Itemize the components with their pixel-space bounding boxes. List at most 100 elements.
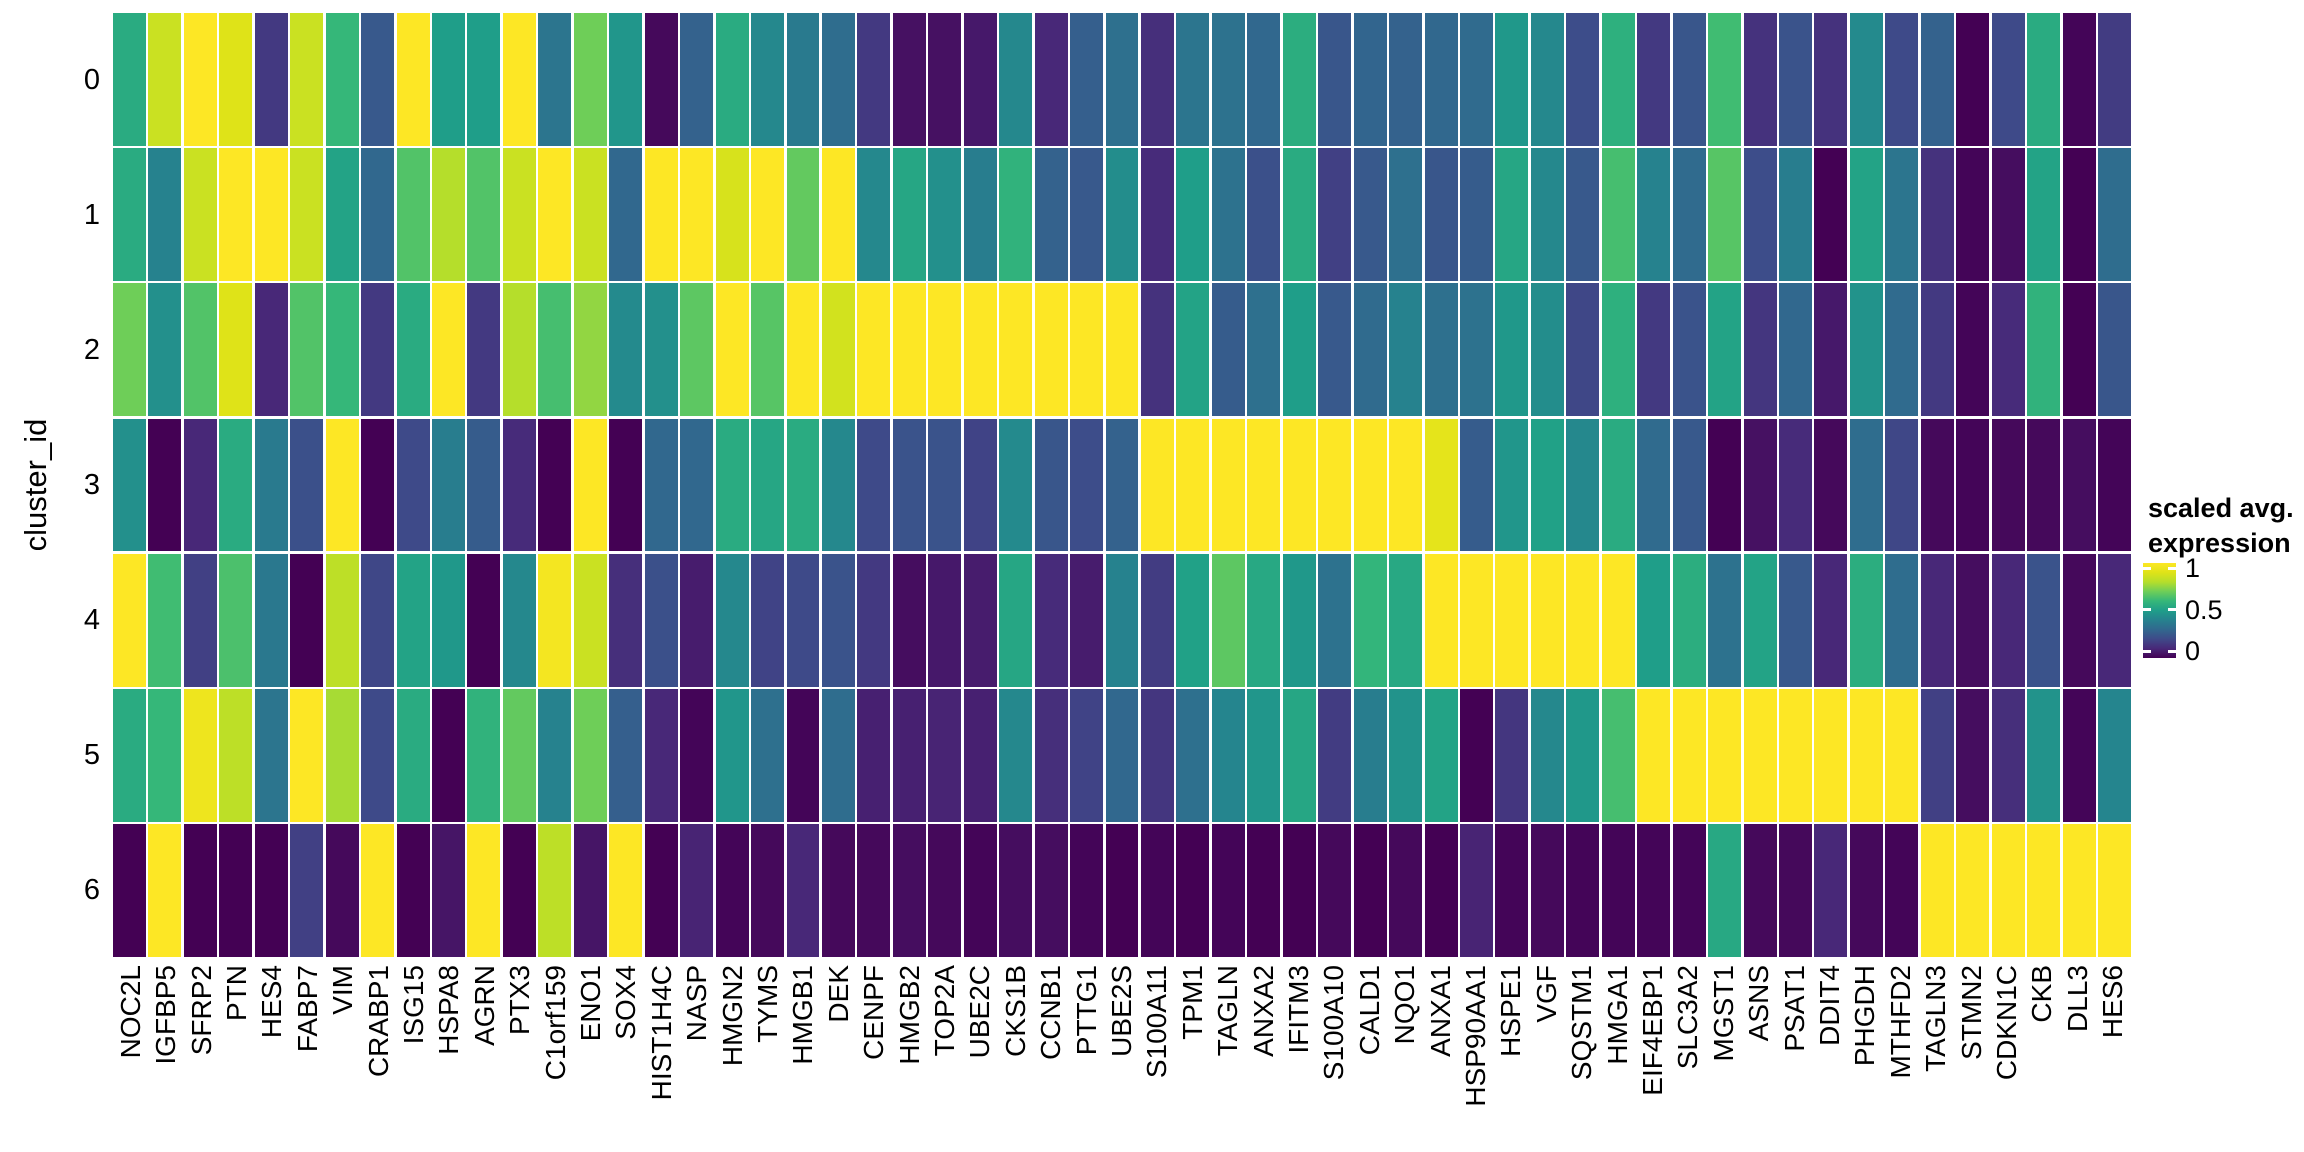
heatmap-cell — [254, 13, 288, 146]
heatmap-cell — [538, 824, 572, 957]
heatmap-cell — [573, 418, 607, 552]
heatmap-cell — [1779, 283, 1812, 417]
heatmap-cell — [1211, 283, 1245, 417]
heatmap-cell — [1708, 418, 1742, 552]
heatmap-cell — [1708, 689, 1742, 822]
heatmap-cell — [1849, 824, 1883, 957]
heatmap-cell — [1282, 418, 1316, 552]
x-tick-label: PTX3 — [504, 965, 536, 1036]
heatmap-cell — [573, 148, 607, 281]
heatmap-cell — [1176, 283, 1210, 417]
heatmap-cell — [1920, 553, 1954, 687]
heatmap-cell — [999, 148, 1033, 281]
heatmap-cell — [1743, 148, 1777, 281]
heatmap-cell — [1211, 418, 1245, 552]
heatmap-cell — [1282, 13, 1316, 146]
x-tick-label: UBE2C — [964, 965, 996, 1059]
x-tick-label: CKB — [2026, 965, 2058, 1023]
heatmap-cell — [290, 418, 324, 552]
heatmap-cell — [290, 689, 324, 822]
heatmap-cell — [1495, 553, 1529, 687]
x-tick-label: PTN — [220, 965, 252, 1021]
heatmap-cell — [1140, 553, 1174, 687]
heatmap-cell — [821, 553, 855, 687]
heatmap-cell — [1601, 283, 1635, 417]
x-tick-label: FABP7 — [291, 965, 323, 1053]
heatmap-cell — [1211, 13, 1245, 146]
heatmap-cell — [1105, 283, 1139, 417]
heatmap-cell — [219, 418, 253, 552]
heatmap-cell — [609, 418, 643, 552]
heatmap-cell — [786, 13, 820, 146]
heatmap-cell — [1460, 553, 1493, 687]
heatmap-cell — [396, 283, 430, 417]
heatmap-cell — [183, 418, 217, 552]
heatmap-cell — [502, 689, 536, 822]
heatmap-cell — [113, 689, 146, 822]
heatmap-cell — [1389, 418, 1423, 552]
heatmap-cell — [1779, 148, 1812, 281]
heatmap-cell — [219, 148, 253, 281]
heatmap-cell — [361, 553, 395, 687]
x-tick-label: HSP90AA1 — [1460, 965, 1492, 1107]
heatmap-cell — [1991, 418, 2025, 552]
heatmap-cell — [396, 148, 430, 281]
heatmap-cell — [396, 824, 430, 957]
heatmap-cell — [1991, 13, 2025, 146]
x-tick-label: ANXA2 — [1247, 965, 1279, 1057]
heatmap-cell — [2062, 13, 2096, 146]
heatmap-cell — [361, 283, 395, 417]
heatmap-cell — [1034, 13, 1068, 146]
x-tick-label: PHGDH — [1849, 965, 1881, 1067]
heatmap-cell — [183, 148, 217, 281]
heatmap-cell — [644, 553, 678, 687]
heatmap-cell — [1708, 824, 1742, 957]
heatmap-cell — [609, 283, 643, 417]
heatmap-cell — [467, 553, 501, 687]
heatmap-cell — [1034, 553, 1068, 687]
x-tick-label: PTTG1 — [1070, 965, 1102, 1056]
heatmap-cell — [1849, 418, 1883, 552]
heatmap-cell — [1743, 13, 1777, 146]
x-tick-label: S100A11 — [1141, 965, 1173, 1079]
heatmap — [113, 13, 2131, 957]
heatmap-cell — [1743, 283, 1777, 417]
heatmap-cell — [1318, 553, 1352, 687]
heatmap-cell — [928, 824, 962, 957]
heatmap-cell — [1318, 824, 1352, 957]
heatmap-cell — [325, 824, 359, 957]
heatmap-cell — [1920, 283, 1954, 417]
heatmap-cell — [1672, 553, 1706, 687]
heatmap-cell — [609, 689, 643, 822]
heatmap-cell — [254, 148, 288, 281]
heatmap-cell — [1601, 824, 1635, 957]
heatmap-cell — [1176, 824, 1210, 957]
heatmap-cell — [1849, 689, 1883, 822]
heatmap-cell — [1779, 418, 1812, 552]
heatmap-cell — [644, 148, 678, 281]
x-tick-label: CENPF — [858, 965, 890, 1060]
heatmap-cell — [1779, 689, 1812, 822]
x-tick-label: SLC3A2 — [1672, 965, 1704, 1070]
heatmap-cell — [290, 148, 324, 281]
heatmap-cell — [467, 824, 501, 957]
heatmap-cell — [1530, 824, 1564, 957]
heatmap-cell — [290, 283, 324, 417]
heatmap-cell — [644, 824, 678, 957]
heatmap-cell — [1070, 283, 1104, 417]
heatmap-cell — [502, 283, 536, 417]
heatmap-cell — [1530, 689, 1564, 822]
heatmap-cell — [963, 283, 997, 417]
heatmap-cell — [751, 689, 784, 822]
x-tick-label: CCNB1 — [1035, 965, 1067, 1060]
heatmap-cell — [786, 148, 820, 281]
heatmap-cell — [1389, 148, 1423, 281]
heatmap-cell — [183, 553, 217, 687]
heatmap-cell — [219, 824, 253, 957]
heatmap-cell — [148, 418, 182, 552]
heatmap-cell — [928, 283, 962, 417]
heatmap-cell — [1885, 824, 1919, 957]
heatmap-cell — [751, 13, 784, 146]
heatmap-cell — [609, 13, 643, 146]
